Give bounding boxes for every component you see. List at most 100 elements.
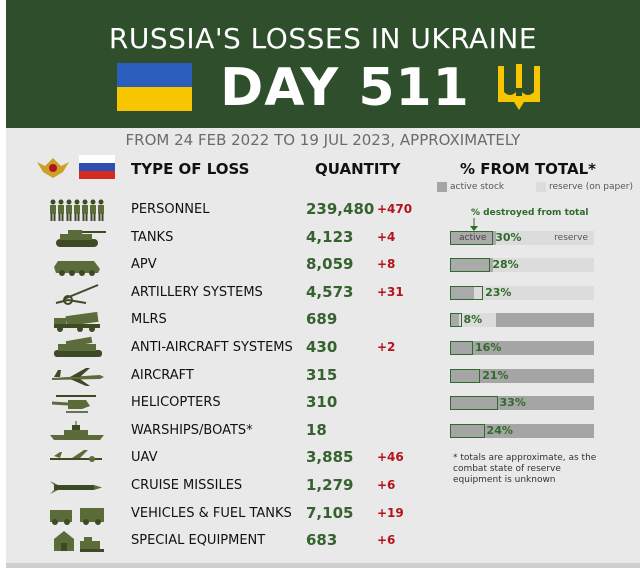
stock-bar: 8% [450,313,594,328]
legend-reserve-swatch [536,182,546,192]
destroyed-percent: 28% [492,258,519,272]
bottom-divider [6,563,640,568]
loss-quantity: 689 [306,310,338,329]
tank-icon [46,226,108,250]
stock-bar: 28% [450,258,594,273]
arrow-down-icon [470,218,478,231]
loss-quantity: 18 [306,420,327,439]
loss-type: ANTI-AIRCRAFT SYSTEMS [131,340,293,355]
vehicles-icon [46,502,108,526]
destroyed-percent: 30% [495,230,522,244]
loss-quantity: 3,885 [306,448,354,467]
active-stock-segment [450,285,475,300]
daily-increase: +8 [377,257,396,272]
daily-increase: +6 [377,533,396,548]
loss-type: AIRCRAFT [131,367,194,383]
bar-reserve-label: reserve [554,232,588,243]
apv-icon [46,253,108,277]
legend-active-swatch [437,182,447,192]
legend-active: active stock [450,182,505,192]
daily-increase: +2 [377,340,396,354]
stock-bar: 23% [450,285,594,300]
column-header-percent: % FROM TOTAL* [460,160,597,178]
table-row: AIRCRAFT 315 21% [6,363,640,390]
active-stock-segment [450,258,494,273]
stock-bar: 16% [450,341,594,355]
destroyed-percent: 21% [482,368,509,382]
daily-increase: +470 [377,202,413,216]
active-stock-segment [450,230,497,245]
destroyed-segment [450,313,462,328]
loss-type: SPECIAL EQUIPMENT [131,533,266,549]
table-row: VEHICLES & FUEL TANKS 7,105 +19 [6,501,640,528]
table-row: PERSONNEL 239,480 +470 [6,197,640,224]
reserve-stock-segment [450,313,497,328]
date-range: FROM 24 FEB 2022 TO 19 JUL 2023, APPROXI… [125,131,521,149]
legend-reserve: reserve (on paper) [549,182,633,192]
day-counter: DAY 511 [220,58,470,118]
destroyed-segment [450,230,494,245]
loss-quantity: 430 [306,338,338,356]
table-row: HELICOPTERS 310 33% [6,390,640,417]
column-header-quantity: QUANTITY [315,160,401,178]
table-row: ARTILLERY SYSTEMS 4,573 +31 23% [6,280,640,307]
stock-bar: active reserve 30% [450,230,594,245]
loss-type: MLRS [131,312,167,328]
reserve-stock-segment [450,285,594,300]
anti-aircraft-icon [46,336,108,360]
loss-quantity: 4,123 [306,227,354,246]
loss-type: CRUISE MISSILES [131,478,243,493]
artillery-icon [46,281,108,305]
soldiers-icon [46,198,108,222]
stock-bar: 21% [450,368,594,383]
destroyed-percent: 16% [475,341,502,354]
stock-bar: 33% [450,396,594,411]
loss-quantity: 4,573 [306,282,354,301]
loss-quantity: 239,480 [306,200,375,218]
bar-active-label: active [459,232,487,243]
daily-increase: +19 [377,505,404,520]
loss-type: WARSHIPS/BOATS* [131,422,253,438]
loss-type: TANKS [131,229,174,245]
header-banner: RUSSIA'S LOSSES IN UKRAINE DAY 511 [6,0,640,128]
active-stock-segment [450,313,459,328]
loss-type: HELICOPTERS [131,395,221,411]
legend-destroyed: % destroyed from total [471,208,589,218]
loss-type: VEHICLES & FUEL TANKS [131,505,292,521]
table-row: MLRS 689 8% [6,307,640,334]
content-panel: FROM 24 FEB 2022 TO 19 JUL 2023, APPROXI… [6,128,640,568]
column-header-type: TYPE OF LOSS [131,160,250,178]
page-title: RUSSIA'S LOSSES IN UKRAINE [108,22,538,55]
destroyed-segment [450,423,485,438]
table-row: ANTI-AIRCRAFT SYSTEMS 430 +2 16% [6,335,640,362]
destroyed-segment [450,341,474,355]
destroyed-percent: 8% [463,313,483,327]
table-row: WARSHIPS/BOATS* 18 24% [6,418,640,445]
loss-type: UAV [131,450,158,466]
destroyed-percent: 23% [485,285,512,299]
footnote: * totals are approximate, as the combat … [453,453,597,485]
daily-increase: +46 [377,450,404,465]
loss-quantity: 1,279 [306,476,354,494]
loss-type: PERSONNEL [131,202,210,217]
destroyed-segment [450,368,481,383]
missile-icon [46,474,108,498]
daily-increase: +31 [377,284,404,299]
loss-quantity: 8,059 [306,255,354,274]
aircraft-icon [46,364,108,388]
destroyed-segment [450,396,498,411]
destroyed-percent: 24% [486,423,513,437]
uav-icon [46,446,108,470]
table-row: CRUISE MISSILES 1,279 +6 [6,473,640,500]
table-row: SPECIAL EQUIPMENT 683 +6 [6,528,640,555]
warship-icon [46,419,108,443]
destroyed-percent: 33% [499,396,526,410]
loss-quantity: 7,105 [306,503,354,522]
destroyed-segment [450,285,484,300]
table-row: APV 8,059 +8 28% [6,252,640,279]
loss-quantity: 315 [306,365,338,384]
helicopter-icon [46,391,108,415]
special-equipment-icon [46,529,108,553]
daily-increase: +6 [377,478,396,492]
russia-flag-icon [79,155,115,179]
